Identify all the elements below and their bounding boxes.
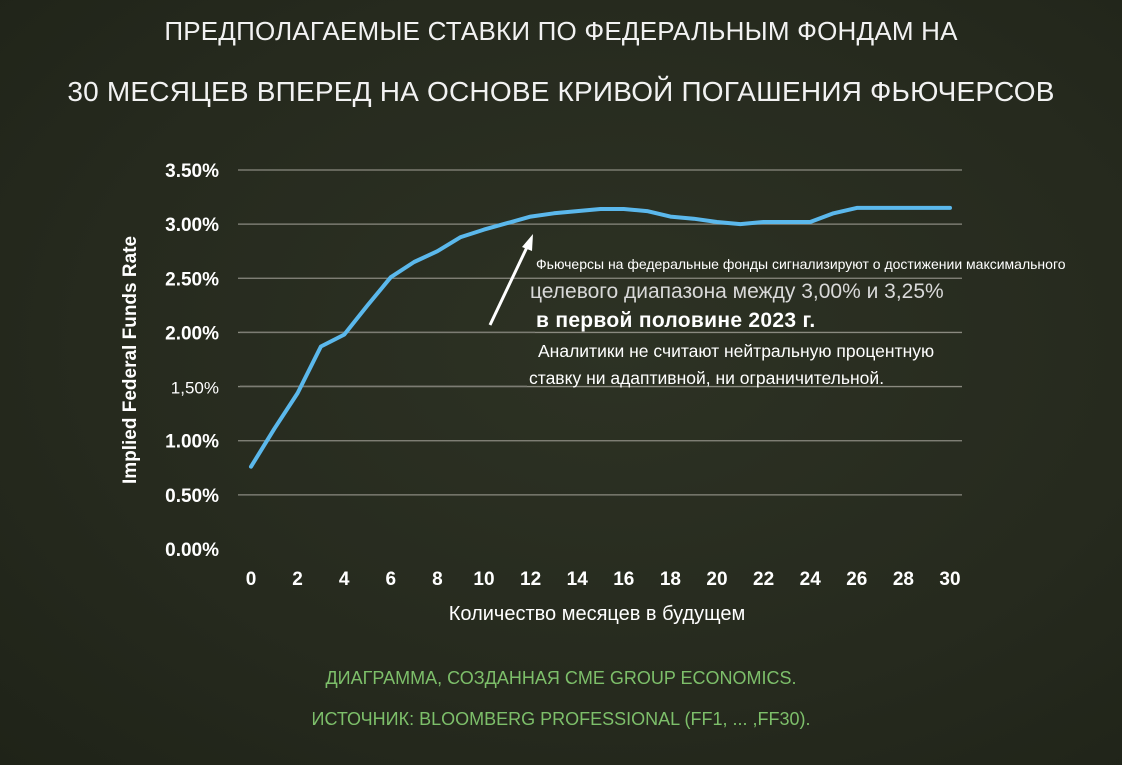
y-tick-label: 1.00% [165,432,219,453]
y-tick-label: 2.00% [165,323,219,344]
y-tick-label: 3.00% [165,215,219,236]
y-tick-label: 3.50% [165,161,219,182]
x-tick-label: 4 [339,569,350,590]
chart-title-line-1: ПРЕДПОЛАГАЕМЫЕ СТАВКИ ПО ФЕДЕРАЛЬНЫМ ФОН… [164,16,958,46]
x-tick-label: 22 [753,569,774,590]
series-line [249,205,952,469]
x-tick-label: 8 [432,569,443,590]
x-tick-label: 10 [473,569,494,590]
x-tick-label: 28 [893,569,914,590]
x-tick-label: 16 [613,569,634,590]
y-axis-label: Implied Federal Funds Rate [120,236,141,484]
x-tick-label: 30 [939,569,960,590]
footer-source: ИСТОЧНИК: BLOOMBERG PROFESSIONAL (FF1, .… [311,709,811,729]
footer-credit: ДИАГРАММА, СОЗДАННАЯ CME GROUP ECONOMICS… [325,668,797,688]
x-tick-label: 20 [706,569,727,590]
x-tick-label: 12 [520,569,541,590]
annotation-line-2: целевого диапазона между 3,00% и 3,25% [530,280,944,303]
x-tick-label: 18 [660,569,681,590]
chart-title-line-2: 30 МЕСЯЦЕВ ВПЕРЕД НА ОСНОВЕ КРИВОЙ ПОГАШ… [67,76,1055,107]
grid-lines [238,169,962,496]
y-tick-label: 0.00% [165,540,219,561]
x-axis-ticks: 0 2 4 6 8 10 12 14 16 18 20 22 24 26 28 30 [246,569,961,590]
x-tick-label: 2 [292,569,303,590]
annotation-line-1: Фьючерсы на федеральные фонды сигнализир… [536,256,1066,272]
x-tick-label: 0 [246,569,257,590]
x-tick-label: 24 [800,569,822,590]
y-axis-ticks: 0.00% 0.50% 1.00% 1,50% 2.00% 2.50% 3.00% 3.50% [165,161,219,561]
annotation-line-4: Аналитики не считают нейтральную процент… [538,341,935,361]
x-tick-label: 6 [386,569,397,590]
x-tick-label: 26 [846,569,867,590]
annotation-guides [240,331,535,387]
x-axis-label: Количество месяцев в будущем [449,603,746,625]
x-tick-label: 14 [567,569,589,590]
y-tick-label: 2.50% [165,269,219,290]
annotation-line-3: в первой половине 2023 г. [536,309,816,332]
annotation-arrow [488,234,533,326]
y-tick-label: 1,50% [171,379,219,398]
y-tick-label: 0.50% [165,486,219,507]
annotation-line-5: ставку ни адаптивной, ни ограничительной… [529,368,885,388]
